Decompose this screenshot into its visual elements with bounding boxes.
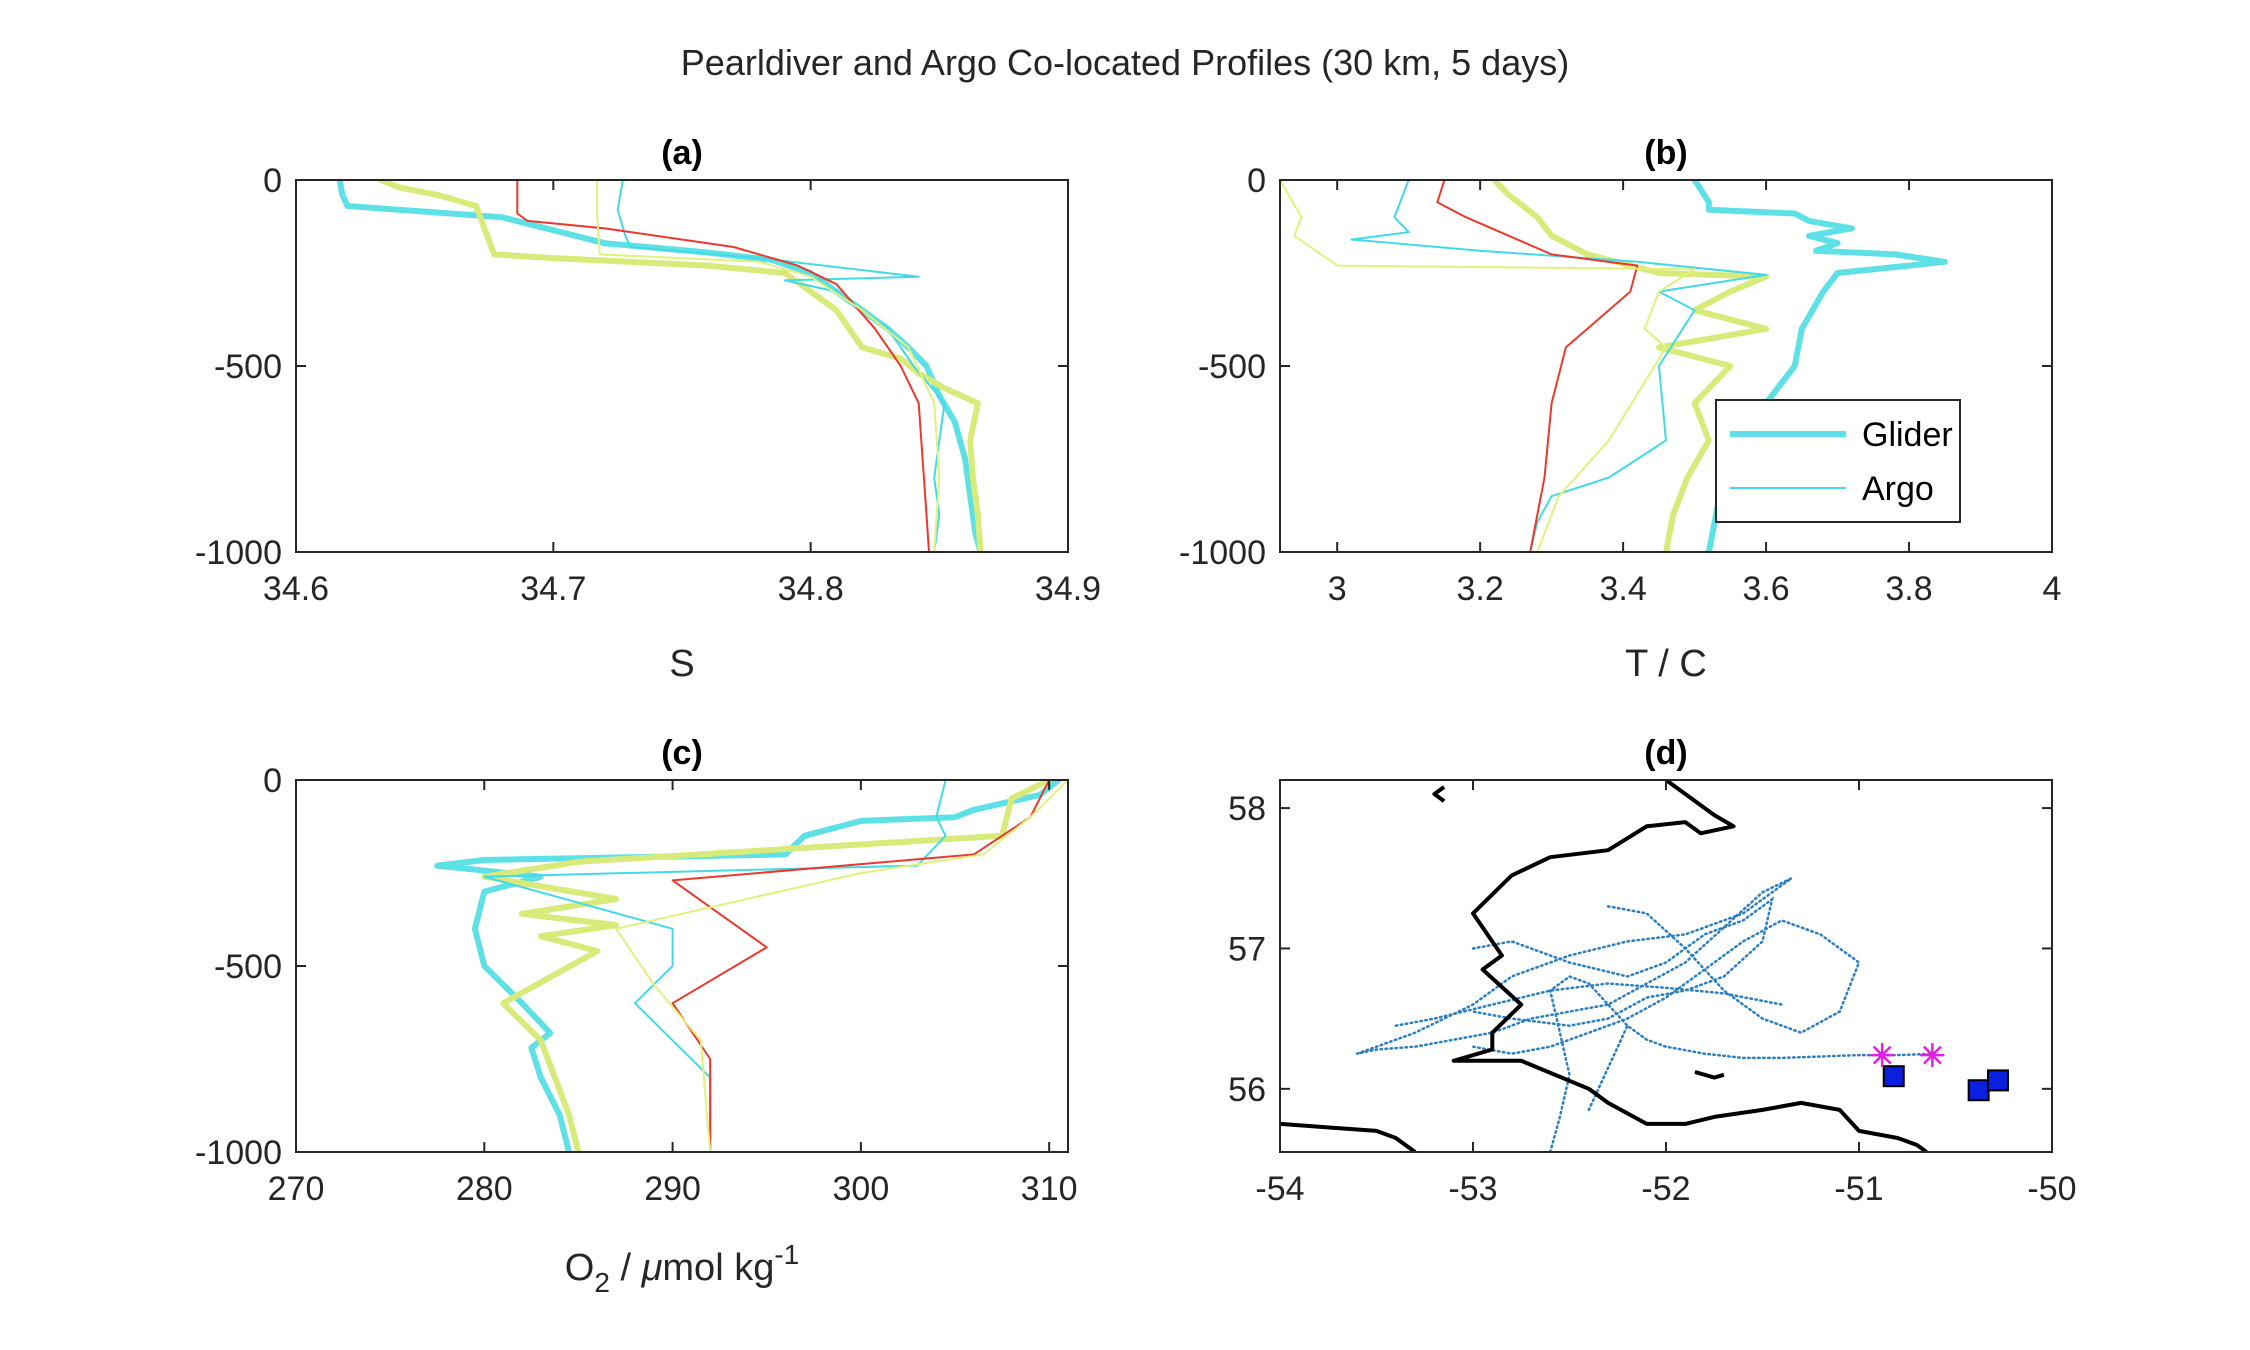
series-line-5 bbox=[596, 180, 941, 552]
figure-title: Pearldiver and Argo Co-located Profiles … bbox=[681, 42, 1569, 83]
x-tick-label: -53 bbox=[1448, 1170, 1497, 1208]
series-line-3 bbox=[483, 780, 947, 1152]
x-axis-label: O2 / μmol kg-1 bbox=[565, 1239, 799, 1298]
x-tick-label: -51 bbox=[1834, 1170, 1883, 1208]
argo-square-marker-3 bbox=[1986, 1069, 2009, 1092]
glider-track-6 bbox=[1394, 982, 1784, 1027]
x-tick-label: 34.9 bbox=[1035, 570, 1101, 608]
panel-c: 270 280 290 300 310 0 -500 -1000 (c) O2 / μmol kg… bbox=[195, 734, 1078, 1298]
axes-frame bbox=[295, 779, 1069, 1153]
panel-title: (c) bbox=[661, 734, 703, 772]
y-tick-label: -500 bbox=[214, 348, 282, 386]
panel-title: (d) bbox=[1644, 734, 1687, 772]
series-line-4 bbox=[516, 180, 930, 552]
series-line-2 bbox=[481, 780, 1053, 1152]
series-line-4 bbox=[1436, 180, 1639, 552]
argo-square-marker-1 bbox=[1882, 1065, 1905, 1088]
y-tick-label: -1000 bbox=[1179, 534, 1266, 572]
x-tick-label: 280 bbox=[456, 1170, 513, 1208]
series-line-3 bbox=[616, 180, 946, 552]
plot-area bbox=[1280, 780, 2009, 1152]
x-tick-label: 270 bbox=[268, 1170, 325, 1208]
glider-track-1 bbox=[1355, 877, 1793, 1055]
y-tick-label: -500 bbox=[1198, 348, 1266, 386]
axes-frame bbox=[295, 179, 1069, 553]
glider-star-marker-1 bbox=[1870, 1043, 1895, 1068]
y-tick-label: -1000 bbox=[195, 534, 282, 572]
y-tick-label: 0 bbox=[263, 162, 282, 200]
x-tick-label: 4 bbox=[2043, 570, 2062, 608]
x-tick-label: 3.6 bbox=[1742, 570, 1789, 608]
plot-area bbox=[434, 780, 1068, 1152]
x-tick-label: 3.2 bbox=[1457, 570, 1504, 608]
x-axis-label: T / C bbox=[1625, 643, 1707, 685]
y-tick-label: 0 bbox=[1247, 162, 1266, 200]
bathymetry-contour-2 bbox=[1432, 785, 1446, 803]
argo-square-marker-2 bbox=[1967, 1079, 1990, 1102]
y-tick-label: 58 bbox=[1228, 790, 1266, 828]
glider-track-4 bbox=[1471, 905, 1861, 1055]
series-line-1 bbox=[434, 780, 1062, 1152]
y-tick-label: 57 bbox=[1228, 930, 1266, 968]
series-line-5 bbox=[615, 780, 1068, 1152]
legend-label-glider: Glider bbox=[1862, 416, 1953, 454]
y-tick-label: 0 bbox=[263, 762, 282, 800]
legend-label-argo: Argo bbox=[1862, 470, 1934, 508]
y-tick-label: -1000 bbox=[195, 1134, 282, 1172]
axes-frame bbox=[1279, 779, 2053, 1153]
x-tick-label: -52 bbox=[1641, 1170, 1690, 1208]
x-tick-label: 34.7 bbox=[520, 570, 586, 608]
x-tick-label: 34.6 bbox=[263, 570, 329, 608]
panel-title: (a) bbox=[661, 134, 703, 172]
x-tick-label: 3 bbox=[1328, 570, 1347, 608]
x-tick-label: 34.8 bbox=[778, 570, 844, 608]
x-tick-label: 300 bbox=[833, 1170, 890, 1208]
glider-star-marker-2 bbox=[1920, 1043, 1945, 1068]
y-tick-label: 56 bbox=[1228, 1071, 1266, 1109]
plot-area bbox=[336, 180, 984, 552]
panel-title: (b) bbox=[1644, 134, 1687, 172]
x-tick-label: 3.8 bbox=[1885, 570, 1932, 608]
glider-track-5 bbox=[1587, 1024, 1629, 1112]
bathymetry-contour-3 bbox=[1451, 780, 1928, 1152]
panel-a: 34.6 34.7 34.8 34.9 0 -500 -1000 (a) S bbox=[195, 134, 1101, 685]
bathymetry-contour-4 bbox=[1694, 1070, 1725, 1080]
glider-track-3 bbox=[1548, 975, 1938, 1152]
x-axis-label: S bbox=[669, 643, 694, 685]
glider-track-2 bbox=[1471, 896, 1775, 1027]
x-tick-label: 3.4 bbox=[1599, 570, 1646, 608]
x-tick-label: 310 bbox=[1021, 1170, 1078, 1208]
x-tick-label: -50 bbox=[2027, 1170, 2076, 1208]
x-tick-label: -54 bbox=[1255, 1170, 1304, 1208]
panel-d: -54 -53 -52 -51 -50 56 57 58 (d) bbox=[1228, 734, 2076, 1208]
x-tick-label: 290 bbox=[644, 1170, 701, 1208]
bathymetry-contour-1 bbox=[1280, 1121, 1417, 1152]
legend: Glider Argo bbox=[1715, 399, 1961, 523]
panel-b: 3 3.2 3.4 3.6 3.8 4 0 -500 -1000 (b) T / C Glider Ar… bbox=[1179, 134, 2061, 685]
y-tick-label: -500 bbox=[214, 948, 282, 986]
series-line-2 bbox=[377, 180, 984, 552]
series-line-5 bbox=[1280, 180, 1696, 552]
